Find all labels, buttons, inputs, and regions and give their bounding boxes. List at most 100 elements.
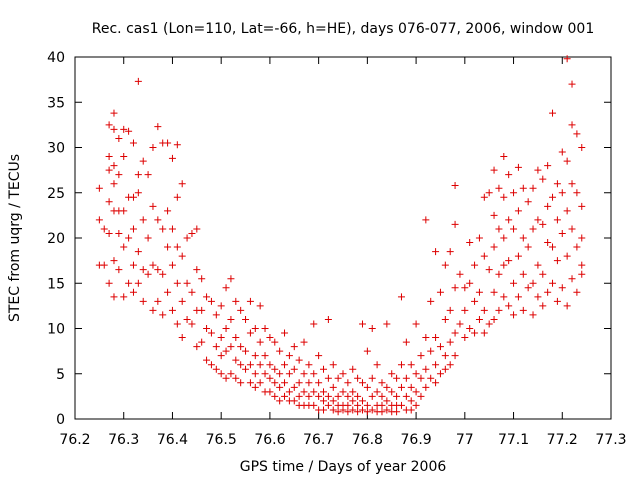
- data-point: [475, 288, 483, 296]
- x-tick-label: 76.4: [157, 432, 188, 448]
- data-point: [198, 306, 206, 314]
- data-point: [490, 243, 498, 251]
- data-point: [363, 408, 371, 416]
- data-point: [393, 408, 401, 416]
- data-point: [427, 297, 435, 305]
- data-point: [285, 388, 293, 396]
- data-point: [349, 365, 357, 373]
- x-tick-label: 76.6: [254, 432, 285, 448]
- x-tick-label: 76.5: [206, 432, 237, 448]
- data-point: [115, 171, 123, 179]
- data-point: [173, 320, 181, 328]
- data-point: [110, 180, 118, 188]
- data-point: [232, 356, 240, 364]
- data-point: [144, 234, 152, 242]
- data-point: [115, 229, 123, 237]
- data-point: [266, 361, 274, 369]
- data-point: [505, 302, 513, 310]
- data-point: [505, 171, 513, 179]
- data-point: [222, 325, 230, 332]
- data-point: [412, 370, 420, 378]
- data-point: [324, 401, 332, 409]
- data-point: [144, 171, 152, 179]
- data-point: [207, 297, 215, 305]
- data-point: [422, 365, 430, 373]
- y-axis-title: STEC from uqrg / TECUs: [7, 154, 23, 322]
- data-point: [378, 408, 386, 416]
- data-point: [105, 121, 113, 129]
- y-tick-label: 10: [47, 322, 65, 338]
- data-point: [188, 320, 196, 328]
- data-point: [573, 189, 581, 197]
- data-point: [393, 392, 401, 400]
- data-point: [285, 370, 293, 378]
- data-point: [563, 55, 571, 63]
- data-point: [553, 297, 561, 305]
- data-point: [519, 234, 527, 242]
- data-point: [139, 266, 147, 274]
- data-point: [120, 293, 128, 301]
- data-point: [100, 225, 108, 233]
- data-point: [134, 248, 142, 256]
- data-point: [159, 225, 167, 233]
- x-tick-label: 76.9: [401, 432, 432, 448]
- data-point: [188, 288, 196, 296]
- data-point: [412, 388, 420, 396]
- data-point: [227, 315, 235, 323]
- data-point: [354, 392, 362, 400]
- plot-frame: [74, 56, 612, 420]
- data-point: [290, 397, 298, 405]
- data-point: [446, 361, 454, 369]
- data-point: [193, 266, 201, 274]
- data-point: [251, 325, 259, 332]
- data-point: [246, 379, 254, 387]
- data-point: [320, 406, 328, 414]
- data-point: [553, 257, 561, 265]
- data-point: [339, 406, 347, 414]
- data-point: [110, 162, 118, 170]
- data-point: [173, 279, 181, 287]
- data-point: [329, 397, 337, 405]
- data-point: [466, 239, 474, 247]
- data-point: [495, 306, 503, 314]
- data-point: [490, 288, 498, 296]
- data-point: [388, 370, 396, 378]
- data-point: [451, 352, 459, 360]
- data-point: [456, 320, 464, 328]
- data-point: [139, 216, 147, 224]
- data-point: [183, 234, 191, 242]
- data-point: [266, 334, 274, 342]
- data-point: [159, 311, 167, 319]
- data-point: [120, 243, 128, 251]
- data-point: [183, 315, 191, 323]
- data-point: [212, 365, 220, 373]
- data-point: [358, 406, 366, 414]
- data-point: [149, 144, 157, 151]
- data-point: [510, 279, 518, 287]
- data-point: [178, 297, 186, 305]
- data-point: [354, 401, 362, 409]
- y-tick-label: 25: [47, 186, 65, 202]
- data-point: [383, 397, 391, 405]
- data-point: [529, 311, 537, 319]
- data-point: [129, 225, 137, 233]
- data-point: [524, 284, 532, 292]
- data-point: [129, 193, 137, 201]
- data-point: [490, 315, 498, 323]
- data-point: [129, 261, 137, 269]
- data-point: [227, 343, 235, 351]
- data-point: [461, 306, 469, 314]
- data-point: [568, 275, 576, 283]
- data-point: [407, 406, 415, 414]
- data-point: [480, 329, 488, 337]
- data-point: [246, 297, 254, 305]
- data-point: [422, 216, 430, 224]
- data-point: [276, 397, 284, 405]
- data-point: [188, 229, 196, 237]
- data-point: [549, 243, 557, 251]
- data-point: [514, 293, 522, 301]
- data-point: [134, 77, 142, 85]
- data-point: [451, 284, 459, 292]
- data-point: [310, 370, 318, 378]
- data-point: [178, 252, 186, 260]
